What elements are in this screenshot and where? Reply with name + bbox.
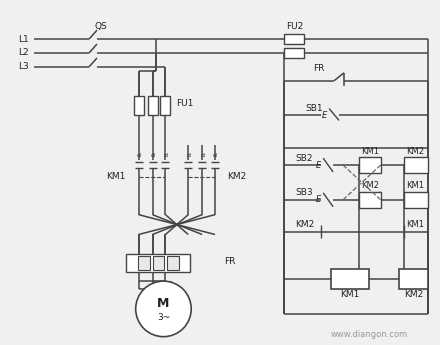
Text: d: d (150, 152, 154, 158)
Text: KM2: KM2 (407, 147, 425, 156)
Bar (331, 269, 369, 289)
Text: KM1: KM1 (407, 181, 425, 190)
Bar (399, 269, 428, 289)
Text: E: E (322, 111, 327, 120)
Text: KM1: KM1 (361, 147, 379, 156)
Bar (168, 256, 180, 270)
Text: FU2: FU2 (286, 22, 303, 31)
Bar (359, 157, 381, 173)
Text: QS: QS (95, 22, 107, 31)
Text: L1: L1 (18, 34, 29, 43)
Text: E: E (315, 195, 321, 204)
Bar (285, 34, 304, 44)
Text: d: d (163, 152, 168, 158)
Text: www.diangon.com: www.diangon.com (330, 330, 407, 339)
Bar (403, 192, 428, 208)
Bar (403, 157, 428, 173)
Text: L3: L3 (18, 62, 29, 71)
Text: d: d (137, 152, 141, 158)
Text: KM2: KM2 (295, 220, 314, 229)
Text: KM2: KM2 (361, 181, 379, 190)
Circle shape (136, 281, 191, 337)
Text: SB3: SB3 (296, 188, 313, 197)
Text: KM2: KM2 (404, 289, 423, 298)
Text: E: E (315, 160, 321, 169)
Text: KM1: KM1 (340, 289, 359, 298)
Bar (147, 96, 158, 116)
Text: SB2: SB2 (296, 154, 313, 162)
Bar (161, 96, 170, 116)
Text: d: d (200, 152, 204, 158)
Text: L2: L2 (18, 48, 29, 58)
Text: KM2: KM2 (227, 172, 246, 181)
Bar (359, 192, 381, 208)
Text: FU1: FU1 (176, 99, 194, 108)
Text: FR: FR (314, 64, 325, 73)
Text: SB1: SB1 (305, 104, 323, 113)
Text: d: d (186, 152, 190, 158)
Bar (138, 256, 150, 270)
Bar (285, 48, 304, 58)
Text: d: d (213, 152, 217, 158)
Text: KM1: KM1 (106, 172, 125, 181)
Text: M: M (157, 297, 170, 310)
Bar (134, 96, 143, 116)
Bar (126, 254, 190, 272)
Text: FR: FR (224, 257, 235, 266)
Bar (153, 256, 165, 270)
Text: 3~: 3~ (157, 313, 170, 322)
Text: KM1: KM1 (407, 220, 425, 229)
